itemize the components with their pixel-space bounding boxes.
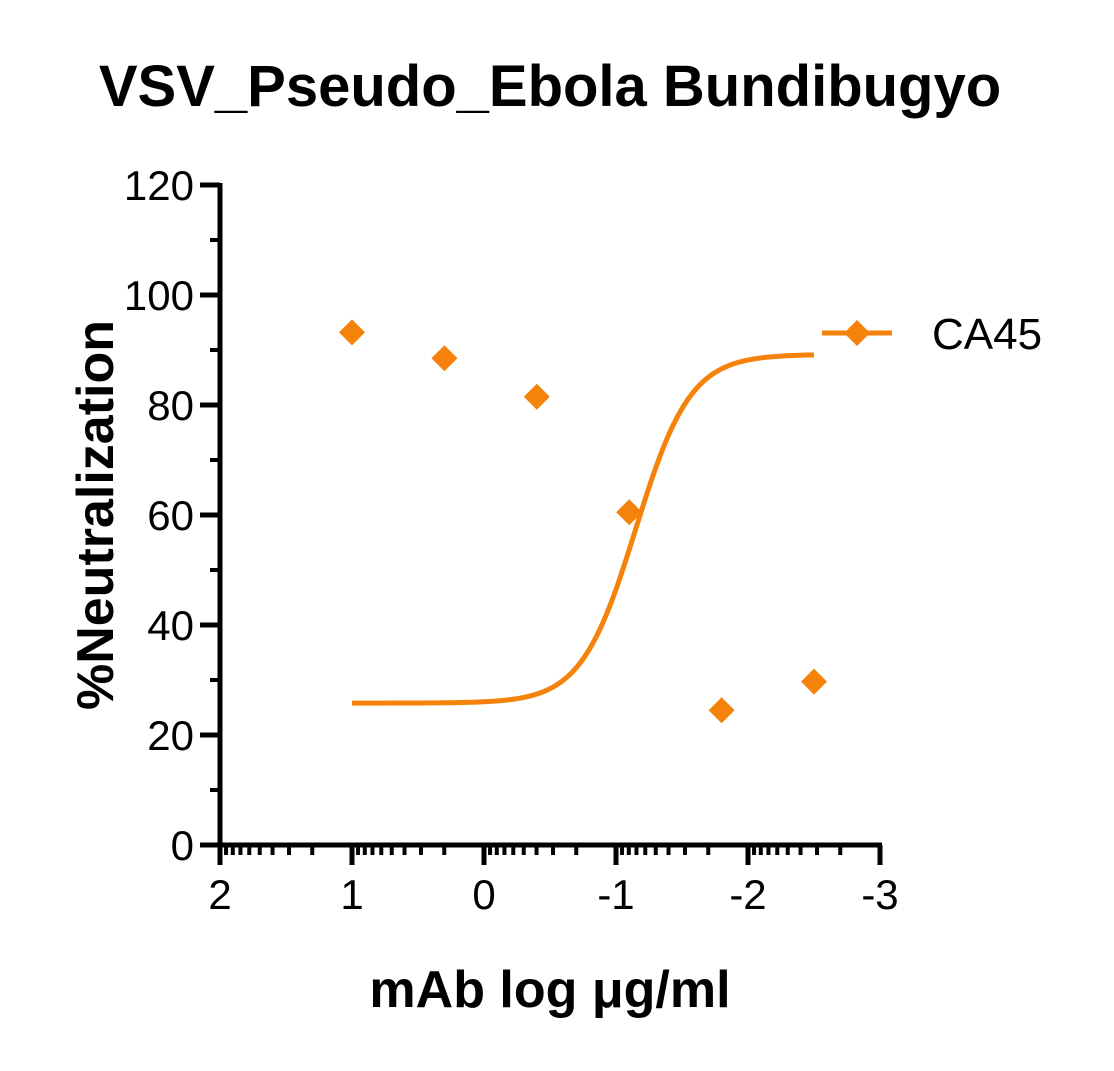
data-point (523, 383, 550, 410)
x-axis-label: mAb log μg/ml (369, 961, 730, 1019)
x-tick-label: 1 (340, 871, 363, 918)
x-tick-label: 2 (208, 871, 231, 918)
data-point (801, 668, 827, 695)
series-layer (339, 319, 827, 724)
y-tick-label: 120 (124, 162, 194, 209)
fit-curve (352, 352, 815, 706)
legend: CA45 (822, 310, 1042, 359)
y-tick-label: 0 (171, 822, 194, 869)
x-tick-label: 0 (472, 871, 495, 918)
x-axis: 2 1 0 -1 -2 -3 (208, 842, 899, 918)
y-tick-label: 60 (147, 492, 194, 539)
data-point (431, 345, 458, 372)
data-point (339, 319, 365, 346)
legend-marker (844, 320, 870, 346)
y-tick-label: 40 (147, 602, 194, 649)
y-tick-label: 80 (147, 382, 194, 429)
data-point (708, 697, 735, 724)
chart-title: VSV_Pseudo_Ebola Bundibugyo (99, 54, 1001, 119)
y-tick-label: 100 (124, 272, 194, 319)
y-axis-label: %Neutralization (67, 320, 125, 710)
x-tick-label: -3 (861, 871, 898, 918)
data-point (616, 499, 643, 526)
x-tick-label: -1 (597, 871, 634, 918)
legend-label: CA45 (932, 310, 1042, 359)
x-tick-label: -2 (729, 871, 766, 918)
y-tick-label: 20 (147, 712, 194, 759)
y-axis: 0 20 40 60 80 100 120 (124, 162, 223, 869)
